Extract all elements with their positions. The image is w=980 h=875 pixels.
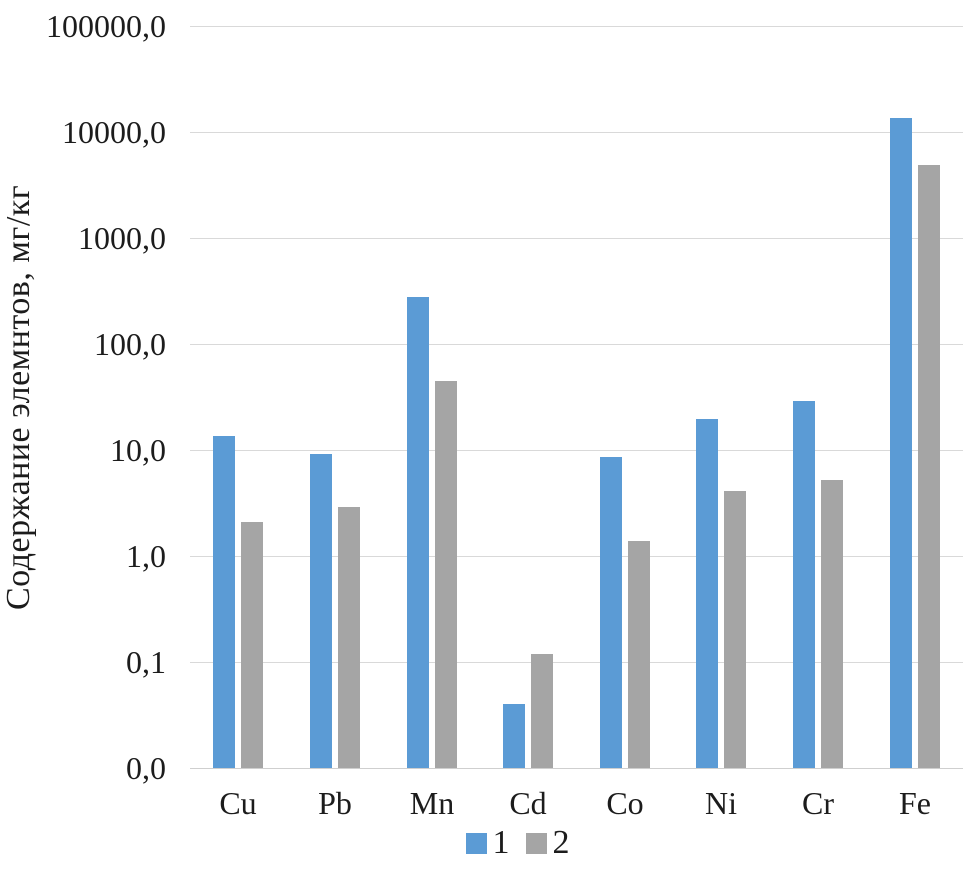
bar-series1-Cr xyxy=(793,401,815,768)
gridline xyxy=(190,344,963,345)
gridline xyxy=(190,26,963,27)
bar-series2-Co xyxy=(628,541,650,768)
y-tick-label: 0,0 xyxy=(126,750,166,786)
bar-series2-Cr xyxy=(821,480,843,768)
x-category-label-Co: Co xyxy=(606,785,644,821)
bar-series1-Pb xyxy=(310,454,332,768)
bar-series2-Pb xyxy=(338,507,360,768)
x-category-label-Mn: Mn xyxy=(409,785,455,821)
legend-label: 2 xyxy=(552,824,570,861)
legend-entry-1: 1 xyxy=(465,824,510,861)
bar-series2-Cd xyxy=(531,654,553,768)
legend-swatch-icon xyxy=(465,832,487,854)
legend-label: 1 xyxy=(492,824,510,861)
x-category-label-Ni: Ni xyxy=(705,785,737,821)
gridline xyxy=(190,662,963,663)
x-category-label-Cu: Cu xyxy=(219,785,257,821)
y-tick-label: 10000,0 xyxy=(62,114,166,150)
x-category-label-Fe: Fe xyxy=(899,785,931,821)
bar-series1-Fe xyxy=(890,118,912,768)
bar-series2-Fe xyxy=(918,165,940,768)
gridline xyxy=(190,132,963,133)
y-tick-label: 100,0 xyxy=(94,326,166,362)
legend-entry-2: 2 xyxy=(525,824,570,861)
y-tick-label: 10,0 xyxy=(110,432,166,468)
bar-series1-Co xyxy=(600,457,622,768)
y-tick-label: 0,1 xyxy=(126,644,166,680)
legend-swatch-icon xyxy=(525,832,547,854)
gridline xyxy=(190,238,963,239)
bar-series2-Mn xyxy=(435,381,457,768)
x-category-label-Pb: Pb xyxy=(318,785,352,821)
x-axis-line xyxy=(190,768,963,769)
y-tick-label: 1000,0 xyxy=(78,220,166,256)
gridline xyxy=(190,556,963,557)
y-tick-label: 1,0 xyxy=(126,538,166,574)
bar-series1-Ni xyxy=(696,419,718,768)
bar-series1-Cu xyxy=(213,436,235,768)
bar-series2-Cu xyxy=(241,522,263,768)
bar-series1-Mn xyxy=(407,297,429,768)
x-category-label-Cd: Cd xyxy=(509,785,547,821)
bar-series1-Cd xyxy=(503,704,525,768)
bar-series2-Ni xyxy=(724,491,746,768)
x-category-label-Cr: Cr xyxy=(802,785,834,821)
gridline xyxy=(190,450,963,451)
y-tick-label: 100000,0 xyxy=(46,8,166,44)
